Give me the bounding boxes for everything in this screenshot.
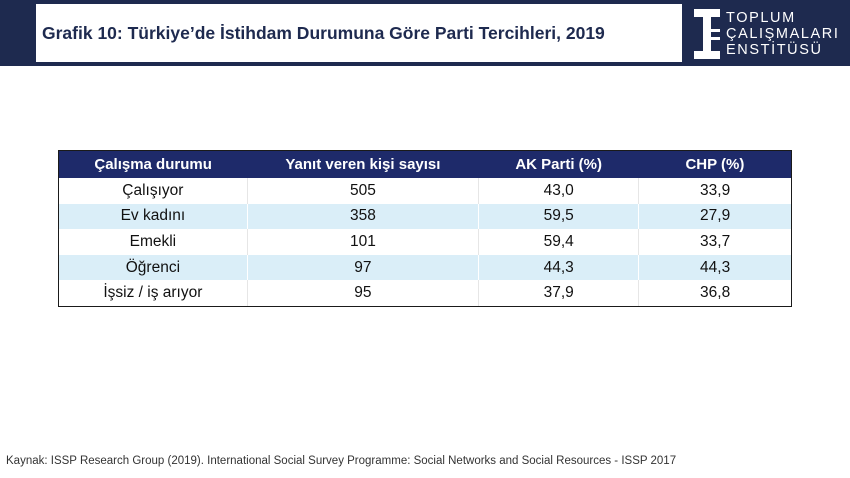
table-cell: 36,8 [638,280,791,306]
col-header-akparti: AK Parti (%) [478,151,639,178]
table-row: İşsiz / iş arıyor 95 37,9 36,8 [59,280,791,306]
table-header-row: Çalışma durumu Yanıt veren kişi sayısı A… [59,151,791,178]
table-row: Çalışıyor 505 43,0 33,9 [59,178,791,204]
table-cell: Öğrenci [59,254,248,281]
table-cell: 101 [246,229,479,255]
institute-logo: TOPLUM ÇALIŞMALARI ENSTİTÜSÜ [694,9,844,61]
logo-line-2: ÇALIŞMALARI [726,26,840,42]
logo-line-1: TOPLUM [726,10,796,26]
table-cell: 37,9 [478,280,639,306]
table-cell: 43,0 [478,178,639,204]
table-cell: 33,9 [638,178,791,204]
table-cell: 44,3 [638,254,791,281]
title-box: Grafik 10: Türkiye’de İstihdam Durumuna … [36,4,682,62]
table-cell: 505 [246,178,479,204]
table-cell: 59,5 [478,203,639,230]
logo-text: TOPLUM ÇALIŞMALARI ENSTİTÜSÜ [726,10,840,58]
table-cell: 95 [246,280,479,306]
source-note: Kaynak: ISSP Research Group (2019). Inte… [6,455,677,467]
logo-mark-icon [694,9,720,59]
table-row: Emekli 101 59,4 33,7 [59,229,791,255]
table-cell: Çalışıyor [59,178,248,204]
table-cell: İşsiz / iş arıyor [59,280,248,306]
employment-party-table: Çalışma durumu Yanıt veren kişi sayısı A… [59,151,791,306]
table-cell: 59,4 [478,229,639,255]
table-cell: 358 [246,203,479,230]
table-cell: 44,3 [478,254,639,281]
col-header-chp: CHP (%) [638,151,791,178]
header-bar: Grafik 10: Türkiye’de İstihdam Durumuna … [0,0,850,66]
col-header-status: Çalışma durumu [59,151,248,178]
logo-line-3: ENSTİTÜSÜ [726,42,823,58]
data-table-wrapper: Çalışma durumu Yanıt veren kişi sayısı A… [58,150,792,307]
table-cell: 33,7 [638,229,791,255]
col-header-respondents: Yanıt veren kişi sayısı [247,151,479,178]
table-row: Ev kadını 358 59,5 27,9 [59,203,791,230]
table-cell: Emekli [59,229,248,255]
table-cell: Ev kadını [59,203,248,230]
table-cell: 27,9 [638,203,791,230]
table-cell: 97 [246,254,479,281]
page-title: Grafik 10: Türkiye’de İstihdam Durumuna … [42,22,605,43]
table-row: Öğrenci 97 44,3 44,3 [59,254,791,281]
